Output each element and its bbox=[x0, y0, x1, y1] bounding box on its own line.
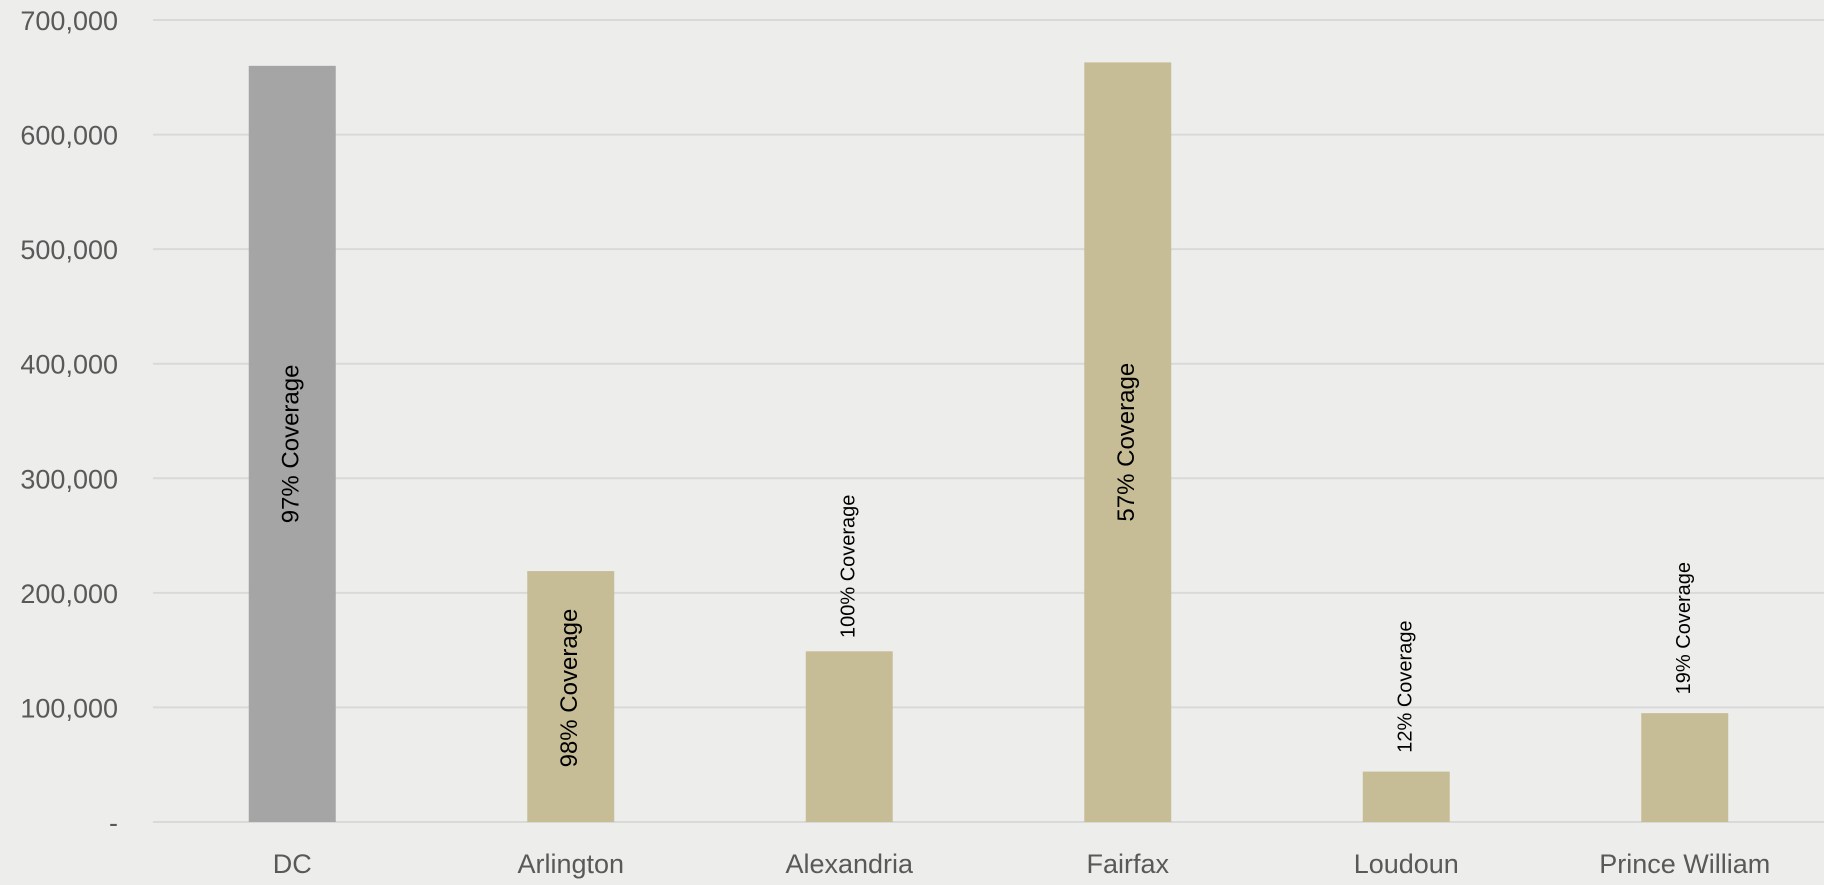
y-tick-label: 100,000 bbox=[20, 693, 118, 723]
y-tick-label: 400,000 bbox=[20, 350, 118, 380]
data-label: 100% Coverage bbox=[838, 495, 860, 638]
x-axis-categories: DC Arlington Alexandria Fairfax Loudoun Princ… bbox=[273, 849, 1771, 879]
bar-alexandria bbox=[805, 651, 893, 822]
category-label: Fairfax bbox=[1086, 849, 1169, 879]
bar-arlington bbox=[527, 571, 615, 822]
bars bbox=[248, 62, 1729, 823]
category-label: Loudoun bbox=[1354, 849, 1459, 879]
y-tick-label: 700,000 bbox=[20, 6, 118, 36]
category-label: DC bbox=[273, 849, 312, 879]
category-label: Prince William bbox=[1599, 849, 1770, 879]
data-labels: 97% Coverage 98% Coverage 100% Coverage 57%… bbox=[278, 363, 1695, 768]
data-label: 19% Coverage bbox=[1673, 562, 1695, 694]
y-tick-label: 200,000 bbox=[20, 579, 118, 609]
bar-loudoun bbox=[1362, 771, 1450, 822]
y-axis-ticks: - 100,000 200,000 300,000 400,000 500,000 600,… bbox=[20, 6, 118, 838]
bar-dc bbox=[248, 65, 336, 823]
y-tick-label: - bbox=[109, 808, 118, 838]
category-label: Arlington bbox=[517, 849, 624, 879]
gridlines bbox=[153, 19, 1824, 823]
y-tick-label: 500,000 bbox=[20, 235, 118, 265]
y-tick-label: 300,000 bbox=[20, 464, 118, 494]
data-label: 98% Coverage bbox=[556, 609, 583, 768]
category-label: Alexandria bbox=[785, 849, 914, 879]
bar-fairfax bbox=[1084, 62, 1172, 823]
data-label: 12% Coverage bbox=[1395, 620, 1417, 752]
bar-prince-william bbox=[1641, 713, 1729, 822]
y-tick-label: 600,000 bbox=[20, 121, 118, 151]
data-label: 57% Coverage bbox=[1113, 363, 1140, 522]
data-label: 97% Coverage bbox=[278, 365, 305, 524]
